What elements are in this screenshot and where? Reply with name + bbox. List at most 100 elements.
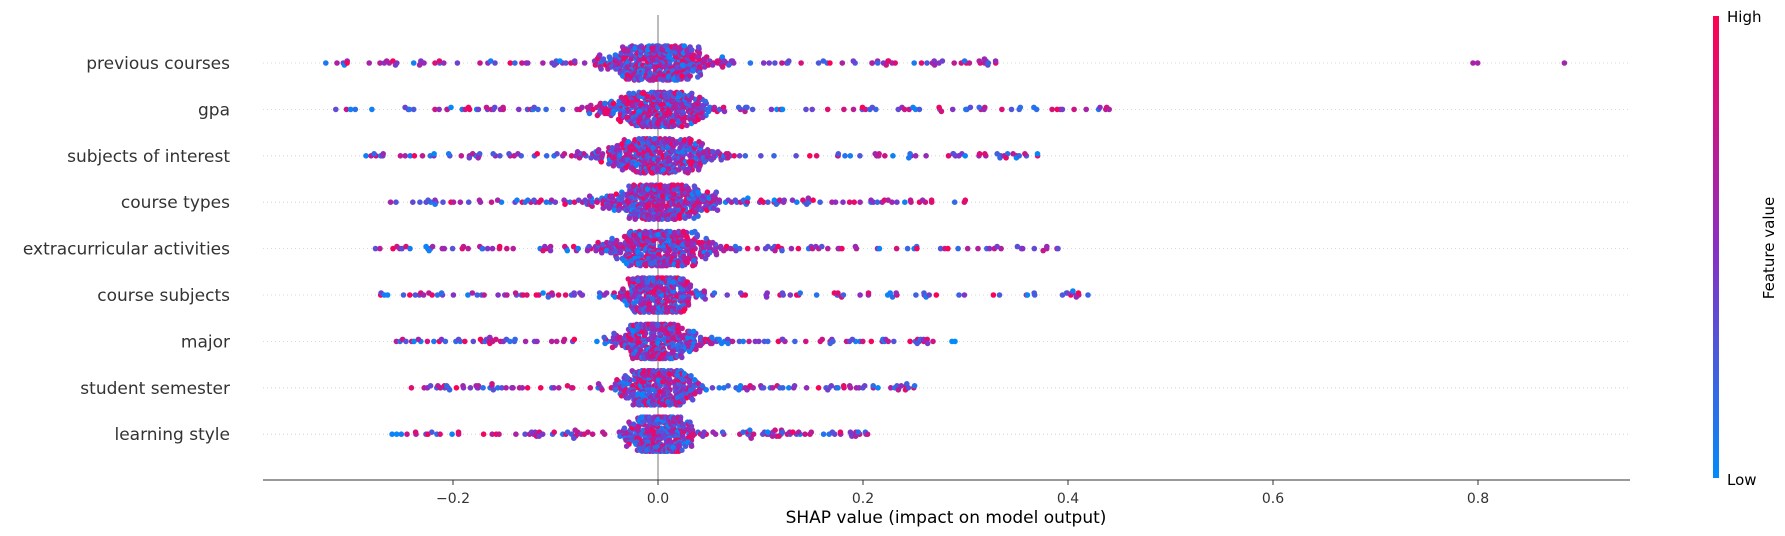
data-point [554, 151, 560, 157]
data-point [665, 334, 672, 341]
data-point [670, 122, 676, 129]
data-point [441, 60, 447, 66]
data-point [1044, 243, 1050, 250]
data-point [726, 62, 732, 68]
data-point [724, 292, 730, 298]
data-point [587, 385, 594, 391]
data-point [902, 199, 908, 205]
data-point [689, 47, 695, 53]
data-point [512, 60, 518, 66]
data-point [1031, 104, 1037, 111]
data-point [695, 74, 701, 80]
data-point [885, 338, 891, 345]
data-point [1016, 153, 1022, 159]
data-point [626, 419, 632, 426]
data-point [676, 45, 682, 51]
data-point [595, 381, 602, 387]
data-point [564, 429, 571, 436]
data-point [476, 197, 483, 203]
data-point [670, 444, 676, 451]
data-point [686, 213, 692, 219]
data-point [465, 245, 472, 252]
data-point [543, 153, 550, 159]
data-point [676, 212, 683, 218]
data-point [441, 245, 448, 252]
data-point [874, 199, 881, 205]
data-point [776, 433, 782, 440]
data-point [729, 58, 736, 64]
data-point [808, 429, 815, 436]
data-point [429, 429, 435, 436]
data-point [701, 288, 707, 294]
data-point [438, 290, 445, 296]
data-point [711, 290, 718, 296]
data-point [996, 292, 1003, 298]
data-point [553, 338, 560, 345]
data-point [721, 58, 728, 64]
data-point [1040, 247, 1046, 254]
data-point [825, 245, 831, 252]
data-point [676, 167, 682, 173]
data-point [466, 155, 473, 161]
data-point [976, 58, 982, 64]
data-point [411, 338, 417, 345]
data-point [815, 60, 822, 66]
data-point [600, 56, 607, 62]
data-point [450, 199, 457, 205]
data-point [664, 186, 671, 192]
data-point [914, 340, 920, 347]
data-point [675, 322, 681, 329]
data-point [876, 245, 883, 252]
data-point [387, 199, 394, 205]
data-point [676, 119, 682, 126]
data-point [613, 237, 620, 244]
data-point [857, 153, 863, 159]
data-point [570, 243, 577, 250]
data-point [650, 368, 657, 374]
data-point [579, 104, 585, 111]
data-point [949, 106, 956, 113]
data-point [714, 207, 721, 213]
data-point [839, 245, 845, 252]
data-point [489, 245, 496, 252]
data-point [432, 60, 438, 66]
data-point [581, 151, 587, 157]
data-point [744, 199, 751, 205]
data-point [525, 60, 531, 66]
data-point [687, 419, 693, 426]
data-point [666, 305, 672, 311]
data-point [543, 199, 550, 205]
data-point [635, 278, 641, 284]
data-point [696, 94, 703, 101]
data-point [956, 292, 962, 298]
data-point [685, 170, 691, 176]
data-point [787, 292, 794, 298]
data-point [628, 257, 635, 264]
data-point [432, 201, 438, 207]
data-point [710, 149, 716, 155]
feature-label: subjects of interest [67, 147, 230, 167]
data-point [603, 290, 610, 296]
data-point [460, 383, 466, 389]
data-point [679, 123, 685, 130]
data-point [688, 443, 695, 450]
data-point [839, 60, 846, 66]
data-point [835, 151, 842, 157]
data-point [380, 151, 387, 157]
data-point [594, 112, 601, 119]
data-point [720, 247, 727, 254]
data-point [779, 60, 785, 66]
data-point [556, 385, 562, 391]
data-point [519, 385, 526, 391]
data-point [982, 104, 988, 111]
data-point [861, 383, 868, 389]
data-point [614, 377, 620, 383]
data-point [586, 193, 593, 199]
data-point [699, 383, 705, 389]
data-point [415, 336, 422, 343]
data-point [655, 322, 661, 329]
data-point [764, 429, 771, 436]
data-point [994, 243, 1000, 250]
data-point [574, 149, 581, 155]
data-point [683, 233, 690, 240]
